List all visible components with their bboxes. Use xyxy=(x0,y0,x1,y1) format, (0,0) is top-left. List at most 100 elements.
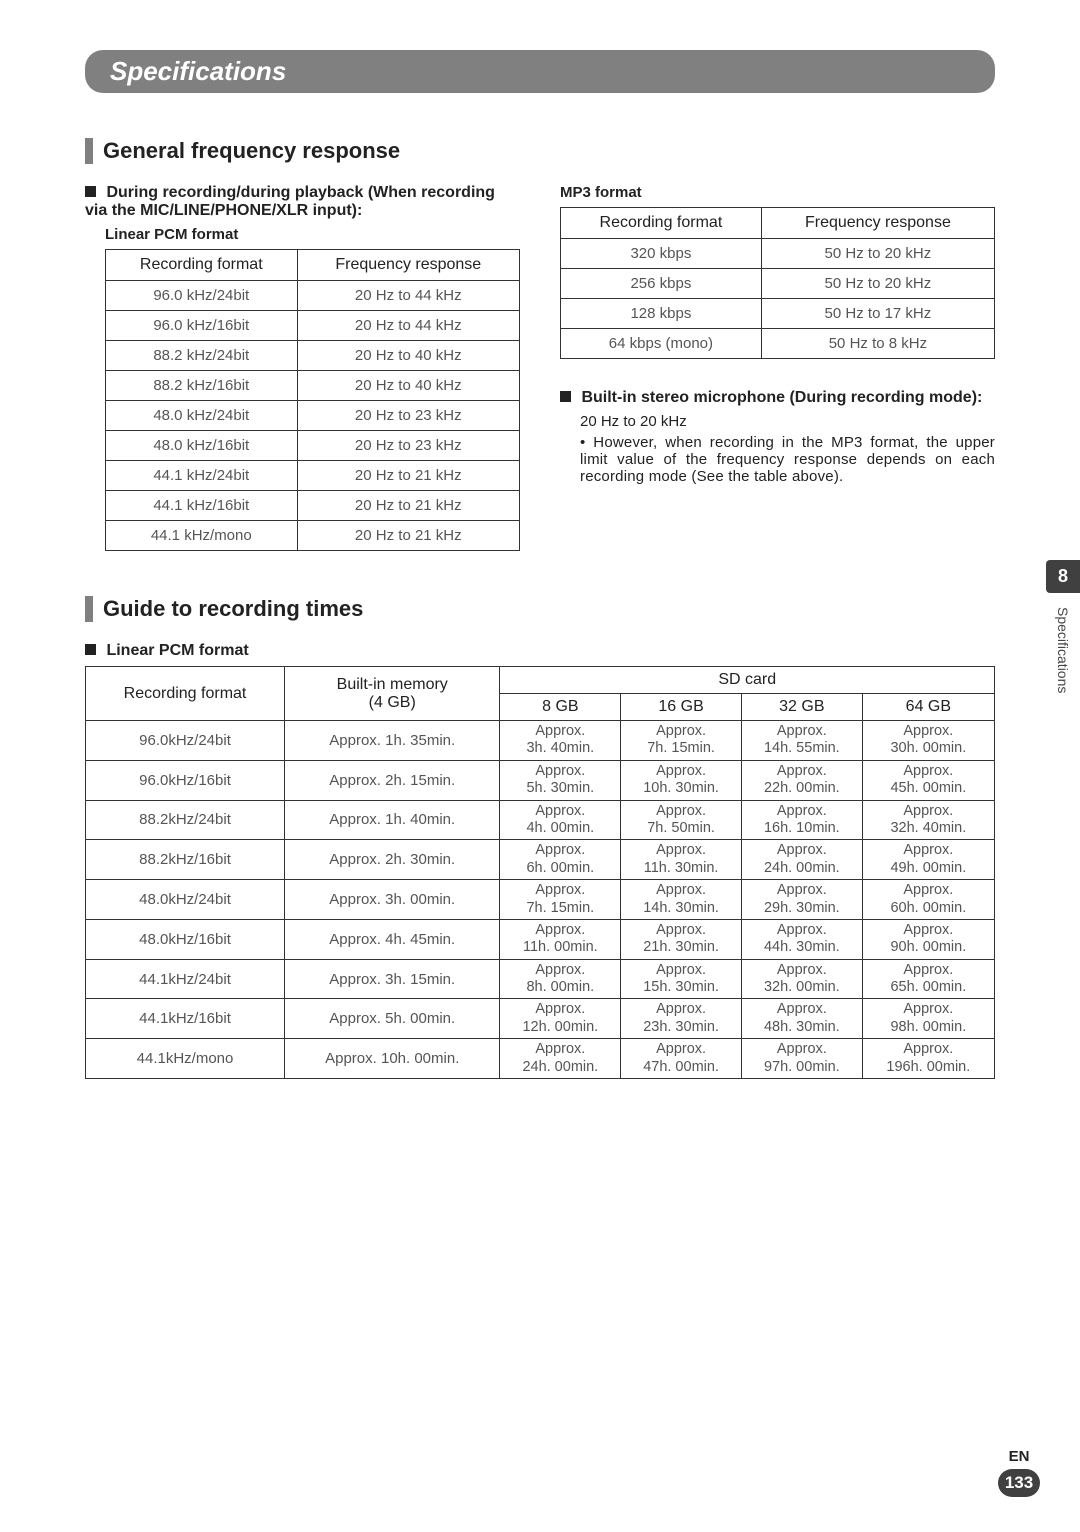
table-cell: Approx.32h. 00min. xyxy=(741,959,862,999)
subhead-recording-playback: During recording/during playback (When r… xyxy=(85,184,520,220)
heading-bar-icon xyxy=(85,596,93,622)
table-cell: Approx.196h. 00min. xyxy=(862,1039,994,1079)
section-heading-freq: General frequency response xyxy=(85,138,995,164)
table-cell: Approx.47h. 00min. xyxy=(621,1039,742,1079)
table-cell: Approx.98h. 00min. xyxy=(862,999,994,1039)
page-number-badge: 133 xyxy=(998,1469,1040,1497)
table-cell: 88.2kHz/16bit xyxy=(86,840,285,880)
mp3-freq-table: Recording formatFrequency response320 kb… xyxy=(560,207,995,359)
table-cell: Approx.22h. 00min. xyxy=(741,760,862,800)
table-cell: 96.0kHz/16bit xyxy=(86,760,285,800)
table-cell: Approx.90h. 00min. xyxy=(862,919,994,959)
table-cell: Approx.7h. 50min. xyxy=(621,800,742,840)
table-cell: Approx.48h. 30min. xyxy=(741,999,862,1039)
table-cell: 48.0kHz/16bit xyxy=(86,919,285,959)
table-cell: 88.2 kHz/16bit xyxy=(106,371,298,401)
table-row: 96.0 kHz/16bit20 Hz to 44 kHz xyxy=(106,311,520,341)
table-cell: 20 Hz to 21 kHz xyxy=(297,461,519,491)
table-cell: 48.0kHz/24bit xyxy=(86,880,285,920)
table-cell: 96.0 kHz/24bit xyxy=(106,281,298,311)
subhead-pcm-times: Linear PCM format xyxy=(85,642,995,660)
table-cell: 20 Hz to 23 kHz xyxy=(297,401,519,431)
table-cell: 88.2kHz/24bit xyxy=(86,800,285,840)
table-row: 48.0kHz/16bitApprox. 4h. 45min.Approx.11… xyxy=(86,919,995,959)
table-row: 64 kbps (mono)50 Hz to 8 kHz xyxy=(561,329,995,359)
page-title-bar: Specifications xyxy=(85,50,995,93)
table-header: Recording format xyxy=(106,250,298,281)
table-row: 256 kbps50 Hz to 20 kHz xyxy=(561,269,995,299)
table-cell: 48.0 kHz/24bit xyxy=(106,401,298,431)
table-header: Recording format xyxy=(561,208,762,239)
table-cell: Approx.11h. 00min. xyxy=(500,919,621,959)
table-cell: 96.0kHz/24bit xyxy=(86,721,285,761)
table-row: 320 kbps50 Hz to 20 kHz xyxy=(561,239,995,269)
subhead-text: Linear PCM format xyxy=(106,642,248,659)
table-cell: Approx.60h. 00min. xyxy=(862,880,994,920)
section-heading-times: Guide to recording times xyxy=(85,596,995,622)
table-cell: Approx.3h. 40min. xyxy=(500,721,621,761)
table-row: 88.2 kHz/24bit20 Hz to 40 kHz xyxy=(106,341,520,371)
table-label-mp3: MP3 format xyxy=(560,184,995,201)
table-cell: Approx. 1h. 40min. xyxy=(285,800,500,840)
table-row: 48.0 kHz/16bit20 Hz to 23 kHz xyxy=(106,431,520,461)
table-cell: 20 Hz to 23 kHz xyxy=(297,431,519,461)
square-bullet-icon xyxy=(560,391,571,402)
table-row: 44.1kHz/monoApprox. 10h. 00min.Approx.24… xyxy=(86,1039,995,1079)
table-row: 88.2kHz/16bitApprox. 2h. 30min.Approx.6h… xyxy=(86,840,995,880)
table-row: 44.1 kHz/24bit20 Hz to 21 kHz xyxy=(106,461,520,491)
heading-bar-icon xyxy=(85,138,93,164)
table-cell: 50 Hz to 20 kHz xyxy=(761,269,994,299)
table-row: 96.0kHz/24bitApprox. 1h. 35min.Approx.3h… xyxy=(86,721,995,761)
table-row: 44.1 kHz/16bit20 Hz to 21 kHz xyxy=(106,491,520,521)
pcm-freq-table: Recording formatFrequency response96.0 k… xyxy=(105,249,520,551)
table-row: 44.1kHz/24bitApprox. 3h. 15min.Approx.8h… xyxy=(86,959,995,999)
table-cell: 20 Hz to 21 kHz xyxy=(297,521,519,551)
table-cell: 256 kbps xyxy=(561,269,762,299)
table-cell: Approx. 2h. 30min. xyxy=(285,840,500,880)
table-header: Frequency response xyxy=(297,250,519,281)
mic-note: • However, when recording in the MP3 for… xyxy=(580,434,995,485)
table-cell: 64 kbps (mono) xyxy=(561,329,762,359)
table-cell: Approx.11h. 30min. xyxy=(621,840,742,880)
table-cell: 20 Hz to 44 kHz xyxy=(297,311,519,341)
table-header: 8 GB xyxy=(500,694,621,721)
section-heading-text: Guide to recording times xyxy=(103,596,363,622)
square-bullet-icon xyxy=(85,186,96,197)
table-cell: 44.1kHz/24bit xyxy=(86,959,285,999)
table-cell: 44.1kHz/16bit xyxy=(86,999,285,1039)
table-cell: 96.0 kHz/16bit xyxy=(106,311,298,341)
table-cell: 20 Hz to 21 kHz xyxy=(297,491,519,521)
table-row: 96.0kHz/16bitApprox. 2h. 15min.Approx.5h… xyxy=(86,760,995,800)
table-cell: Approx.44h. 30min. xyxy=(741,919,862,959)
table-cell: Approx.10h. 30min. xyxy=(621,760,742,800)
table-cell: 44.1 kHz/16bit xyxy=(106,491,298,521)
recording-times-table: Recording formatBuilt-in memory (4 GB)SD… xyxy=(85,666,995,1079)
table-row: 88.2kHz/24bitApprox. 1h. 40min.Approx.4h… xyxy=(86,800,995,840)
side-tab: 8 Specifications xyxy=(1046,560,1080,693)
table-header: Built-in memory (4 GB) xyxy=(285,667,500,721)
chapter-number-badge: 8 xyxy=(1046,560,1080,593)
table-cell: Approx.5h. 30min. xyxy=(500,760,621,800)
table-cell: 50 Hz to 20 kHz xyxy=(761,239,994,269)
table-cell: Approx.21h. 30min. xyxy=(621,919,742,959)
table-cell: Approx. 4h. 45min. xyxy=(285,919,500,959)
table-row: 48.0kHz/24bitApprox. 3h. 00min.Approx.7h… xyxy=(86,880,995,920)
table-cell: Approx. 5h. 00min. xyxy=(285,999,500,1039)
table-cell: Approx. 3h. 15min. xyxy=(285,959,500,999)
table-cell: 320 kbps xyxy=(561,239,762,269)
table-cell: Approx.15h. 30min. xyxy=(621,959,742,999)
table-cell: Approx.16h. 10min. xyxy=(741,800,862,840)
page-footer: EN 133 xyxy=(998,1448,1040,1497)
square-bullet-icon xyxy=(85,644,96,655)
table-cell: 20 Hz to 40 kHz xyxy=(297,341,519,371)
table-cell: Approx.32h. 40min. xyxy=(862,800,994,840)
table-cell: 44.1kHz/mono xyxy=(86,1039,285,1079)
table-cell: 88.2 kHz/24bit xyxy=(106,341,298,371)
table-label-pcm: Linear PCM format xyxy=(105,226,520,243)
table-row: 44.1 kHz/mono20 Hz to 21 kHz xyxy=(106,521,520,551)
table-cell: Approx.45h. 00min. xyxy=(862,760,994,800)
table-cell: Approx.6h. 00min. xyxy=(500,840,621,880)
table-cell: Approx.7h. 15min. xyxy=(500,880,621,920)
subhead-text: Built-in stereo microphone (During recor… xyxy=(581,389,982,406)
table-header: 16 GB xyxy=(621,694,742,721)
